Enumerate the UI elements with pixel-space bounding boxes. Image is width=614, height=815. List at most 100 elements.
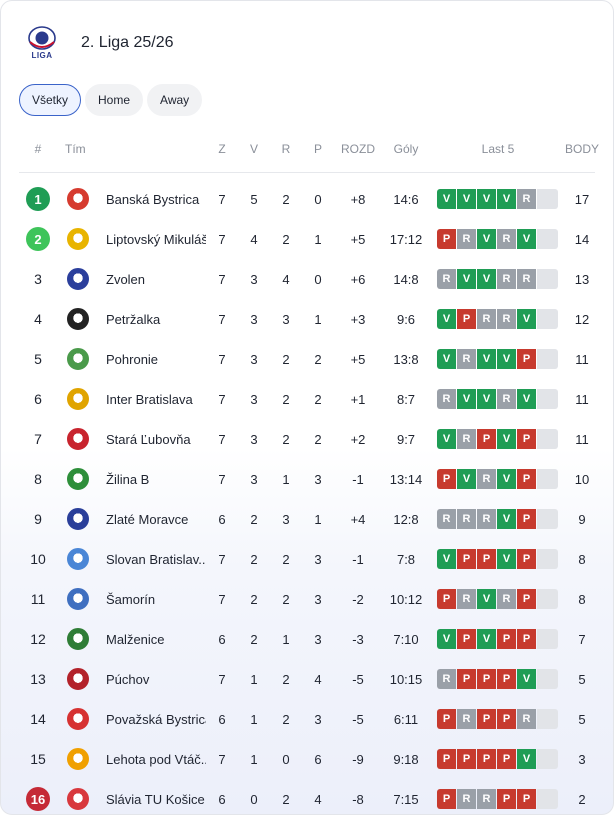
team-name[interactable]: Stará Ľubovňa — [106, 431, 191, 447]
filter-away[interactable]: Away — [147, 84, 203, 116]
goal-diff: +6 — [350, 271, 366, 287]
table-row[interactable]: 11 Šamorín 7 2 2 3 -2 10:12 P R V R P 8 — [1, 579, 613, 619]
form-result: R — [497, 589, 516, 609]
form-result: R — [437, 389, 456, 409]
table-row[interactable]: 10 Slovan Bratislav... 7 2 2 3 -1 7:8 V P P V P 8 — [1, 539, 613, 579]
team-name[interactable]: Žilina B — [106, 471, 150, 487]
filter-tabs: Všetky Home Away — [19, 84, 203, 116]
table-row[interactable]: 3 Zvolen 7 3 4 0 +6 14:8 R V V R R 13 — [1, 259, 613, 299]
goal-diff: -1 — [352, 471, 364, 487]
table-row[interactable]: 1 Banská Bystrica 7 5 2 0 +8 14:6 V V V V R 17 — [1, 179, 613, 219]
col-diff: ROZD — [341, 142, 375, 156]
table-row[interactable]: 8 Žilina B 7 3 1 3 -1 13:14 P V R V P 10 — [1, 459, 613, 499]
position-badge: 1 — [26, 187, 50, 211]
team-name[interactable]: Šamorín — [106, 591, 156, 607]
drawn: 3 — [282, 511, 290, 527]
form-result: P — [497, 709, 516, 729]
form-result: V — [497, 349, 516, 369]
table-row[interactable]: 7 Stará Ľubovňa 7 3 2 2 +2 9:7 V R P V P 11 — [1, 419, 613, 459]
team-name[interactable]: Banská Bystrica — [106, 191, 200, 207]
table-row[interactable]: 16 Slávia TU Košice 6 0 2 4 -8 7:15 P R R P P 2 — [1, 779, 613, 814]
form-result: P — [457, 749, 476, 769]
goals: 6:11 — [393, 711, 419, 727]
goal-diff: +5 — [350, 231, 366, 247]
position: 9 — [34, 511, 42, 527]
drawn: 2 — [282, 191, 290, 207]
goals: 14:8 — [393, 271, 419, 287]
team-name[interactable]: Liptovský Mikuláš — [106, 231, 206, 247]
points: 9 — [578, 511, 586, 527]
won: 0 — [250, 791, 258, 807]
col-team: Tím — [65, 142, 86, 156]
goal-diff: -3 — [352, 631, 364, 647]
played: 7 — [218, 591, 226, 607]
form-result: P — [477, 749, 496, 769]
filter-home[interactable]: Home — [85, 84, 144, 116]
team-name[interactable]: Petržalka — [106, 311, 161, 327]
table-row[interactable]: 4 Petržalka 7 3 3 1 +3 9:6 V P R R V 12 — [1, 299, 613, 339]
position: 10 — [30, 551, 46, 567]
filter-all[interactable]: Všetky — [19, 84, 82, 116]
played: 6 — [218, 511, 226, 527]
lost: 2 — [314, 431, 322, 447]
team-name[interactable]: Inter Bratislava — [106, 391, 193, 407]
table-row[interactable]: 15 Lehota pod Vtáč... 7 1 0 6 -9 9:18 P P P P V 3 — [1, 739, 613, 779]
table-row[interactable]: 2 Liptovský Mikuláš 7 4 2 1 +5 17:12 P R V R V 14 — [1, 219, 613, 259]
team-name[interactable]: Pohronie — [106, 351, 159, 367]
form-result: P — [437, 709, 456, 729]
played: 7 — [218, 311, 226, 327]
team-name[interactable]: Lehota pod Vtáč... — [106, 751, 206, 767]
played: 7 — [218, 671, 226, 687]
form-result: P — [517, 549, 536, 569]
table-row[interactable]: 5 Pohronie 7 3 2 2 +5 13:8 V R V V P 11 — [1, 339, 613, 379]
team-name[interactable]: Zlaté Moravce — [106, 511, 189, 527]
lost: 1 — [314, 511, 322, 527]
form-result: V — [457, 389, 476, 409]
form-result: V — [477, 189, 496, 209]
points: 5 — [578, 671, 586, 687]
form-result: P — [437, 789, 456, 809]
form-placeholder — [537, 309, 558, 329]
form-result: V — [437, 629, 456, 649]
team-crest-icon — [67, 748, 89, 770]
form-placeholder — [537, 389, 558, 409]
logo-text: LIGA — [31, 51, 53, 60]
team-name[interactable]: Malženice — [106, 631, 165, 647]
team-name[interactable]: Púchov — [106, 671, 150, 687]
drawn: 2 — [282, 551, 290, 567]
form-result: P — [477, 549, 496, 569]
team-name[interactable]: Slovan Bratislav... — [106, 551, 206, 567]
form-placeholder — [537, 349, 558, 369]
team-crest-icon — [67, 588, 89, 610]
goals: 7:10 — [393, 631, 419, 647]
team-crest-icon — [67, 428, 89, 450]
form-result: V — [497, 469, 516, 489]
goal-diff: -1 — [352, 551, 364, 567]
table-row[interactable]: 6 Inter Bratislava 7 3 2 2 +1 8:7 R V V R V 11 — [1, 379, 613, 419]
drawn: 4 — [282, 271, 290, 287]
form-placeholder — [537, 469, 558, 489]
goal-diff: -2 — [352, 591, 364, 607]
table-row[interactable]: 9 Zlaté Moravce 6 2 3 1 +4 12:8 R R R V P 9 — [1, 499, 613, 539]
form-result: V — [477, 589, 496, 609]
form-placeholder — [537, 189, 558, 209]
lost: 1 — [314, 311, 322, 327]
table-row[interactable]: 14 Považská Bystrica 6 1 2 3 -5 6:11 P R P P R 5 — [1, 699, 613, 739]
drawn: 2 — [282, 431, 290, 447]
team-name[interactable]: Považská Bystrica — [106, 711, 206, 727]
drawn: 0 — [282, 751, 290, 767]
table-row[interactable]: 12 Malženice 6 2 1 3 -3 7:10 V P V P P 7 — [1, 619, 613, 659]
goals: 17:12 — [389, 231, 423, 247]
team-name[interactable]: Slávia TU Košice — [106, 791, 205, 807]
team-name[interactable]: Zvolen — [106, 271, 146, 287]
points: 8 — [578, 591, 586, 607]
form-result: V — [477, 229, 496, 249]
won: 3 — [250, 311, 258, 327]
table-row[interactable]: 13 Púchov 7 1 2 4 -5 10:15 R P P P V 5 — [1, 659, 613, 699]
form-result: P — [457, 629, 476, 649]
